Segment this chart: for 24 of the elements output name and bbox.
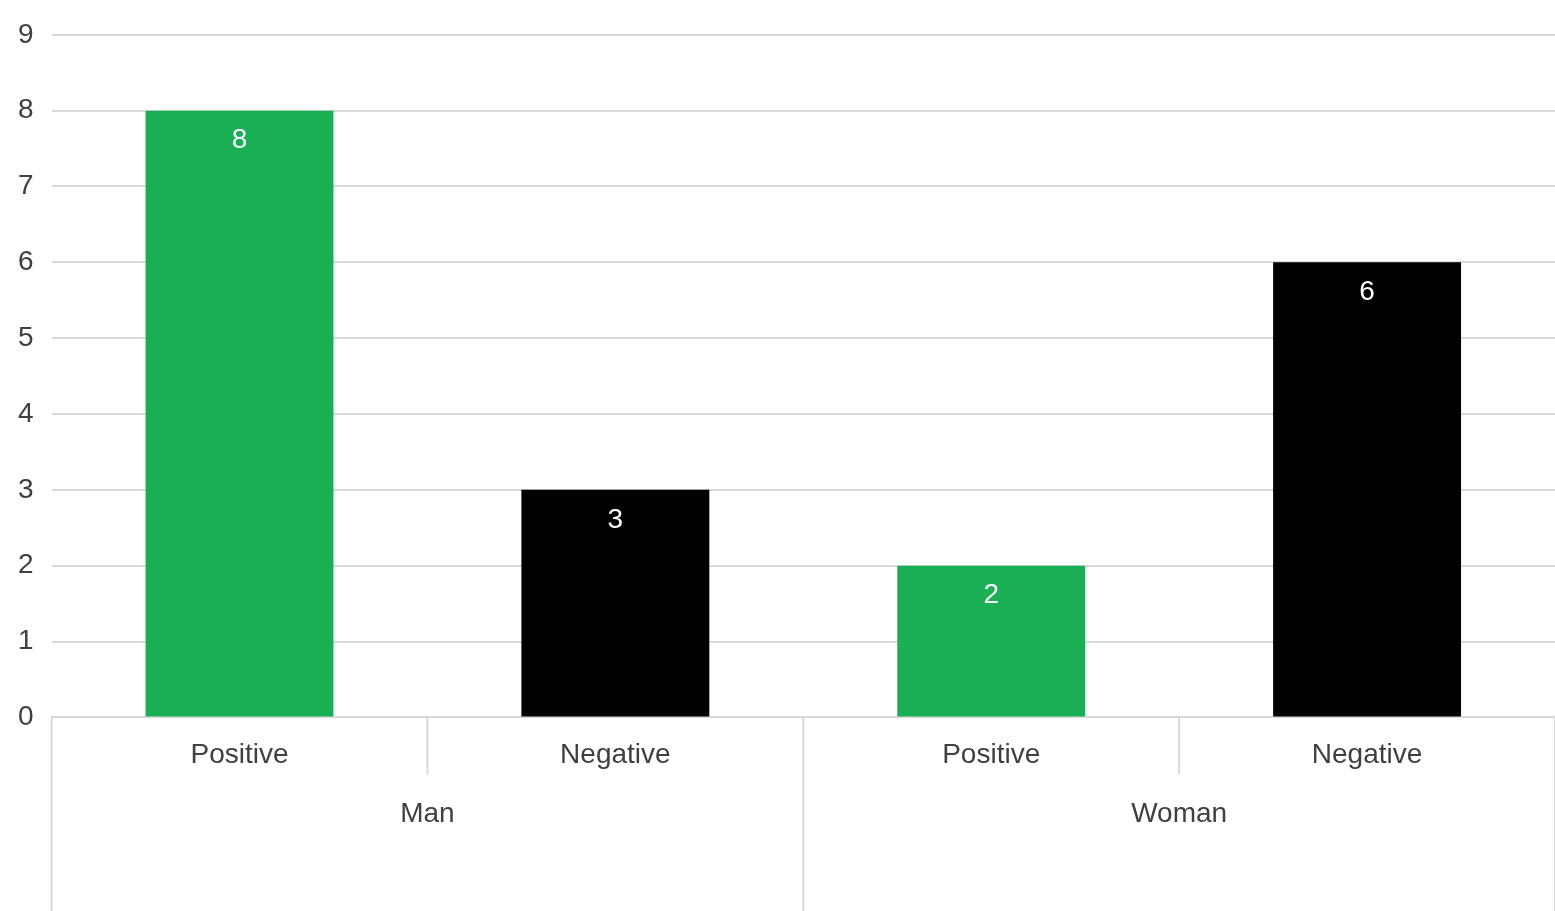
bar [1273,262,1462,717]
y-tick-label: 5 [17,320,34,352]
bar [145,110,334,717]
y-tick-label: 0 [17,700,34,732]
data-label: 3 [607,502,624,534]
x-tick-label: Woman [1131,796,1228,828]
text: Negative [1311,738,1423,770]
y-tick-label: 7 [17,169,34,201]
y-tick-label: 1 [17,624,34,656]
y-tick-label: 6 [17,245,34,277]
data-label: 6 [1359,275,1375,307]
y-tick-label: 8 [17,93,34,125]
series-label: Negative [560,738,671,770]
data-label: 2 [983,578,999,610]
y-tick-label: 4 [17,396,34,428]
bar [521,489,710,717]
y-tick-label: 9 [17,17,34,49]
data-label: 8 [231,123,248,155]
x-tick-label: Man [400,796,455,828]
bar [897,565,1086,717]
y-tick-label: 2 [17,548,34,580]
text: Positive [942,738,1041,770]
series-label: Positive [190,738,289,770]
y-tick-label: 3 [17,472,34,504]
